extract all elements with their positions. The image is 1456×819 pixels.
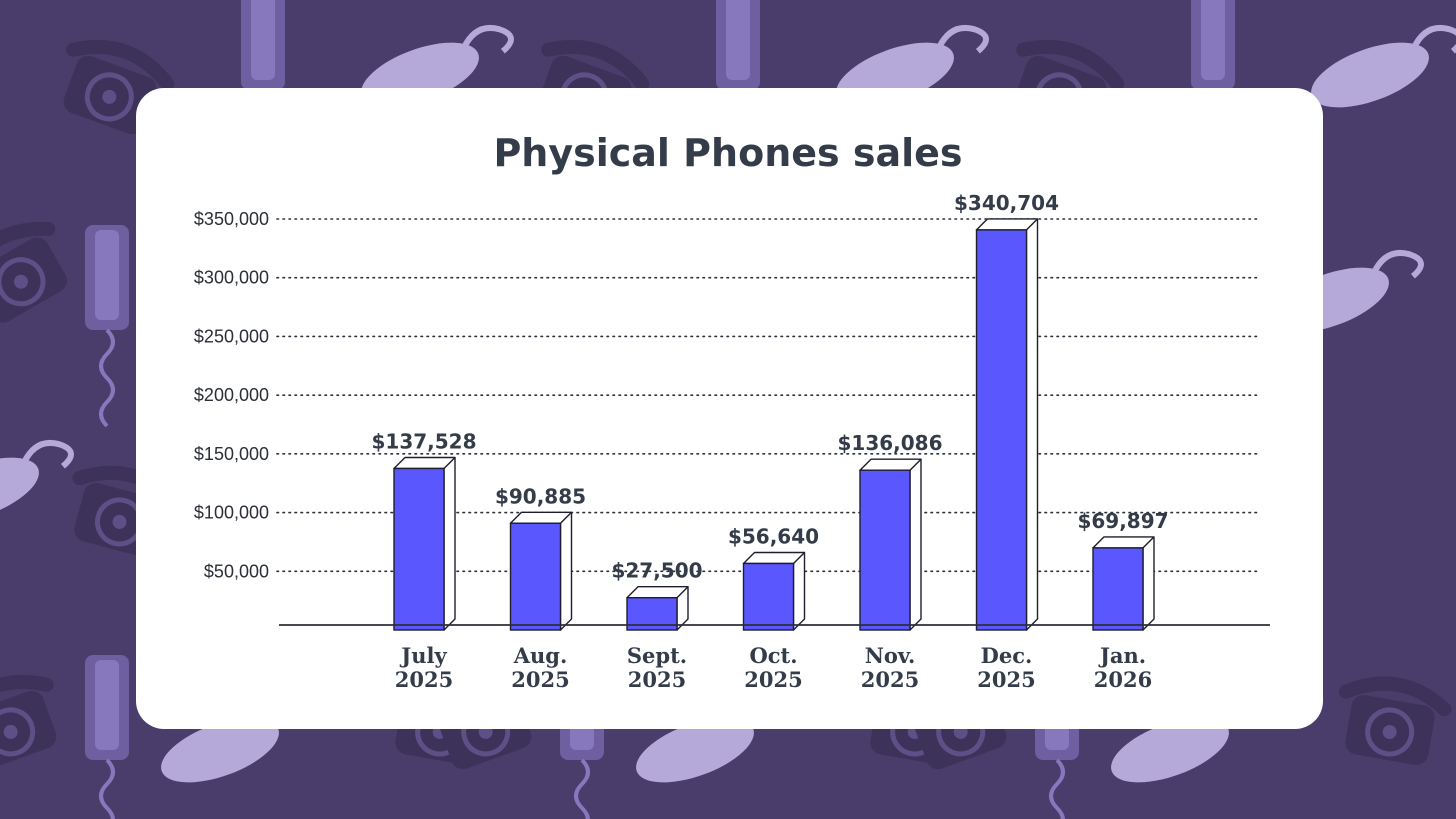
- x-tick-label-month: Nov.: [865, 643, 916, 668]
- bar: [742, 551, 806, 631]
- x-tick-label-year: 2025: [744, 667, 802, 692]
- x-tick-label-month: Aug.: [513, 643, 568, 668]
- bar-edge: [443, 457, 456, 469]
- y-tick-label: $100,000: [194, 503, 269, 523]
- bar: [975, 218, 1039, 631]
- y-tick-label: $350,000: [194, 209, 269, 229]
- y-axis-tick-labels: $50,000 $100,000 $150,000 $200,000 $250,000 $…: [194, 209, 269, 581]
- bar-value-label: $69,897: [1077, 509, 1168, 533]
- bar-value-label: $27,500: [611, 559, 702, 583]
- bar-edge: [909, 458, 922, 471]
- rotary-phone-icon: [0, 674, 57, 770]
- bar-value-label: $90,885: [495, 484, 586, 508]
- bar: [509, 511, 573, 631]
- bar: [393, 456, 456, 631]
- x-tick-label-month: Sept.: [627, 643, 687, 668]
- bar-front: [509, 522, 562, 631]
- bar-value-label: $340,704: [954, 191, 1059, 215]
- bar-edge: [676, 586, 689, 599]
- rotary-phone-icon: [63, 39, 175, 135]
- x-tick-label-month: Jan.: [1098, 643, 1146, 668]
- y-tick-label: $250,000: [194, 326, 269, 346]
- x-tick-label-year: 2026: [1094, 667, 1152, 692]
- bars: [393, 218, 1155, 631]
- bar-value-label: $56,640: [728, 524, 819, 548]
- chart-card: Physical Phones sales $50,000 $100,000 $15…: [136, 88, 1323, 729]
- x-tick-label-year: 2025: [628, 667, 686, 692]
- data-labels: $137,528 $90,885 $27,500 $56,640 $136,086 $34…: [371, 191, 1168, 583]
- y-tick-label: $300,000: [194, 268, 269, 288]
- wall-phone-icon: [716, 0, 760, 188]
- bar-edge: [560, 511, 572, 524]
- wall-phone-icon: [85, 225, 129, 428]
- y-tick-label: $150,000: [194, 444, 269, 464]
- bar-front: [975, 229, 1028, 631]
- bar-front: [859, 469, 911, 631]
- rotary-phone-icon: [0, 221, 67, 323]
- x-tick-label-year: 2025: [395, 667, 453, 692]
- bar-front: [393, 467, 445, 631]
- bar-edge: [1142, 536, 1155, 549]
- bar-value-label: $136,086: [837, 431, 942, 455]
- x-axis-tick-labels: July2025Aug.2025Sept.2025Oct.2025Nov.202…: [395, 643, 1152, 692]
- y-tick-label: $200,000: [194, 385, 269, 405]
- bar-front: [742, 562, 795, 631]
- y-tick-label: $50,000: [204, 561, 269, 581]
- bar-front: [1092, 547, 1144, 631]
- wall-phone-icon: [85, 655, 129, 819]
- x-tick-label-month: July: [399, 643, 447, 668]
- bar-edge: [793, 551, 805, 564]
- bar-edge: [1026, 218, 1038, 231]
- rotary-phone-icon: [1338, 676, 1452, 765]
- bar: [859, 458, 922, 631]
- bar-value-label: $137,528: [371, 430, 476, 454]
- x-tick-label-year: 2025: [511, 667, 569, 692]
- handset-phone-icon: [0, 440, 74, 523]
- bar: [626, 586, 689, 631]
- chart-title: Physical Phones sales: [493, 131, 962, 175]
- x-tick-label-month: Dec.: [981, 643, 1033, 668]
- bar-chart: Physical Phones sales $50,000 $100,000 $15…: [194, 131, 1270, 692]
- handset-phone-icon: [1311, 25, 1456, 108]
- x-tick-label-year: 2025: [861, 667, 919, 692]
- x-tick-label-year: 2025: [977, 667, 1035, 692]
- x-tick-label-month: Oct.: [749, 643, 797, 668]
- bar: [1092, 536, 1155, 631]
